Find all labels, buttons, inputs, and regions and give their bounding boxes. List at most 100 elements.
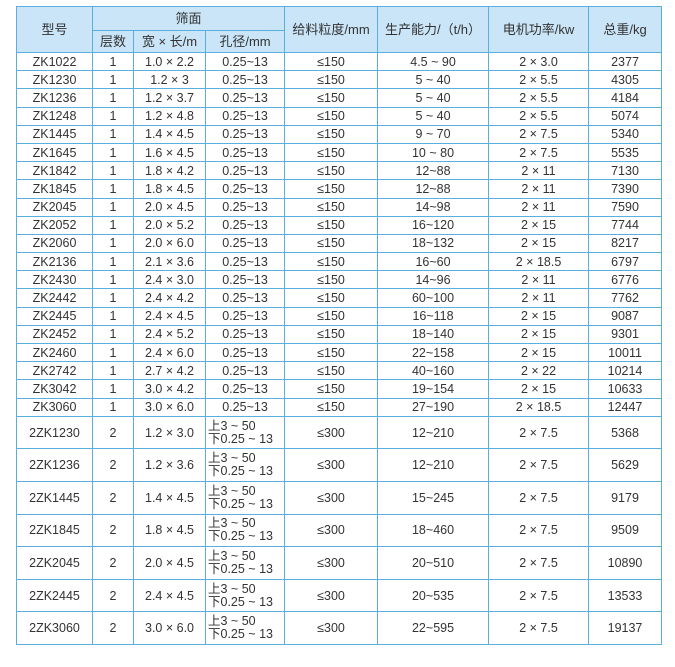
cell-feed-size: ≤150 bbox=[284, 233, 379, 254]
cell-capacity: 22~158 bbox=[377, 342, 490, 363]
cell-aperture: 0.25~13 bbox=[204, 88, 286, 108]
spec-table: 型号 筛面 给料粒度/mm 生产能力/（t/h） 电机功率/kw 总重/kg 层… bbox=[16, 6, 663, 645]
cell-layers: 1 bbox=[92, 51, 134, 72]
cell-feed-size: ≤150 bbox=[284, 70, 379, 90]
cell-layers: 2 bbox=[92, 578, 134, 613]
cell-motor-power: 2 × 11 bbox=[488, 288, 590, 308]
table-row: 2ZK2045 2 2.0 × 4.5 上3 ~ 50 下0.25 ~ 13 ≤300 20… bbox=[16, 546, 663, 580]
cell-feed-size: ≤150 bbox=[284, 324, 379, 345]
cell-capacity: 14~98 bbox=[377, 197, 490, 217]
cell-size: 2.4 × 4.5 bbox=[133, 306, 206, 326]
cell-size: 2.0 × 4.5 bbox=[133, 197, 206, 217]
table-row: ZK2742 1 2.7 × 4.2 0.25~13 ≤150 40~160 2 × 22 1… bbox=[16, 361, 663, 381]
cell-layers: 1 bbox=[92, 342, 134, 363]
table-row: ZK3060 1 3.0 × 6.0 0.25~13 ≤150 27~190 2 × 18.… bbox=[16, 397, 663, 417]
cell-size: 1.8 × 4.5 bbox=[133, 513, 206, 548]
cell-capacity: 27~190 bbox=[377, 397, 490, 417]
cell-size: 2.4 × 4.2 bbox=[133, 288, 206, 308]
cell-weight: 7744 bbox=[588, 215, 663, 235]
cell-layers: 1 bbox=[92, 70, 134, 90]
cell-weight: 12447 bbox=[588, 397, 663, 417]
cell-capacity: 40~160 bbox=[377, 361, 490, 381]
table-row: 2ZK1230 2 1.2 × 3.0 上3 ~ 50 下0.25 ~ 13 ≤300 12… bbox=[16, 415, 663, 450]
cell-model: ZK2430 bbox=[16, 270, 93, 290]
cell-weight: 7390 bbox=[588, 179, 663, 199]
cell-motor-power: 2 × 15 bbox=[488, 342, 590, 363]
cell-aperture: 0.25~13 bbox=[204, 361, 286, 381]
cell-model: ZK1248 bbox=[16, 106, 93, 126]
cell-aperture: 上3 ~ 50 下0.25 ~ 13 bbox=[204, 448, 286, 482]
cell-motor-power: 2 × 7.5 bbox=[488, 611, 590, 645]
cell-capacity: 9 ~ 70 bbox=[377, 124, 490, 144]
cell-feed-size: ≤300 bbox=[284, 415, 379, 450]
cell-weight: 7762 bbox=[588, 288, 663, 308]
cell-layers: 1 bbox=[92, 233, 134, 254]
cell-capacity: 16~118 bbox=[377, 306, 490, 326]
cell-aperture: 0.25~13 bbox=[204, 51, 286, 72]
table-row: 2ZK3060 2 3.0 × 6.0 上3 ~ 50 下0.25 ~ 13 ≤300 22… bbox=[16, 611, 663, 645]
cell-weight: 5340 bbox=[588, 124, 663, 144]
cell-feed-size: ≤150 bbox=[284, 379, 379, 399]
cell-model: ZK2052 bbox=[16, 215, 93, 235]
cell-weight: 9301 bbox=[588, 324, 663, 345]
table-row: ZK2452 1 2.4 × 5.2 0.25~13 ≤150 18~140 2 × 15 9… bbox=[16, 324, 663, 345]
cell-feed-size: ≤150 bbox=[284, 342, 379, 363]
cell-layers: 1 bbox=[92, 397, 134, 417]
cell-feed-size: ≤150 bbox=[284, 106, 379, 126]
cell-capacity: 12~88 bbox=[377, 161, 490, 181]
cell-model: ZK2045 bbox=[16, 197, 93, 217]
lower-aperture: 下0.25 ~ 13 bbox=[208, 431, 273, 446]
cell-layers: 1 bbox=[92, 161, 134, 181]
upper-aperture: 上3 ~ 50 bbox=[208, 483, 256, 498]
upper-aperture: 上3 ~ 50 bbox=[208, 418, 256, 433]
cell-capacity: 18~460 bbox=[377, 513, 490, 548]
cell-motor-power: 2 × 7.5 bbox=[488, 124, 590, 144]
cell-feed-size: ≤150 bbox=[284, 252, 379, 272]
cell-capacity: 19~154 bbox=[377, 379, 490, 399]
cell-layers: 1 bbox=[92, 361, 134, 381]
cell-model: ZK1645 bbox=[16, 142, 93, 163]
cell-size: 1.2 × 3.7 bbox=[133, 88, 206, 108]
cell-feed-size: ≤150 bbox=[284, 215, 379, 235]
cell-weight: 9509 bbox=[588, 513, 663, 548]
cell-feed-size: ≤150 bbox=[284, 88, 379, 108]
cell-size: 1.2 × 3.0 bbox=[133, 415, 206, 450]
cell-layers: 2 bbox=[92, 480, 134, 515]
cell-feed-size: ≤150 bbox=[284, 142, 379, 163]
cell-aperture: 0.25~13 bbox=[204, 270, 286, 290]
cell-weight: 10011 bbox=[588, 342, 663, 363]
cell-size: 1.0 × 2.2 bbox=[133, 51, 206, 72]
cell-aperture: 上3 ~ 50 下0.25 ~ 13 bbox=[204, 415, 286, 450]
cell-weight: 5629 bbox=[588, 448, 663, 482]
cell-motor-power: 2 × 5.5 bbox=[488, 106, 590, 126]
lower-aperture: 下0.25 ~ 13 bbox=[208, 627, 273, 642]
cell-weight: 7130 bbox=[588, 161, 663, 181]
cell-aperture: 0.25~13 bbox=[204, 197, 286, 217]
cell-model: 2ZK1445 bbox=[16, 480, 93, 515]
cell-size: 2.0 × 6.0 bbox=[133, 233, 206, 254]
cell-motor-power: 2 × 11 bbox=[488, 161, 590, 181]
cell-layers: 2 bbox=[92, 513, 134, 548]
cell-weight: 13533 bbox=[588, 578, 663, 613]
cell-motor-power: 2 × 7.5 bbox=[488, 546, 590, 580]
cell-capacity: 22~595 bbox=[377, 611, 490, 645]
header-aperture: 孔径/mm bbox=[204, 30, 286, 53]
cell-weight: 4184 bbox=[588, 88, 663, 108]
table-row: ZK1230 1 1.2 × 3 0.25~13 ≤150 5 ~ 40 2 × 5.5 43… bbox=[16, 70, 663, 90]
cell-model: ZK2742 bbox=[16, 361, 93, 381]
cell-size: 2.4 × 5.2 bbox=[133, 324, 206, 345]
cell-model: ZK1022 bbox=[16, 51, 93, 72]
upper-aperture: 上3 ~ 50 bbox=[208, 614, 256, 629]
cell-aperture: 0.25~13 bbox=[204, 124, 286, 144]
table-row: ZK1236 1 1.2 × 3.7 0.25~13 ≤150 5 ~ 40 2 × 5.5… bbox=[16, 88, 663, 108]
header-model: 型号 bbox=[16, 6, 93, 53]
cell-capacity: 20~535 bbox=[377, 578, 490, 613]
cell-aperture: 0.25~13 bbox=[204, 379, 286, 399]
cell-feed-size: ≤150 bbox=[284, 397, 379, 417]
cell-layers: 1 bbox=[92, 197, 134, 217]
table-row: ZK1845 1 1.8 × 4.5 0.25~13 ≤150 12~88 2 × 11 73… bbox=[16, 179, 663, 199]
cell-layers: 1 bbox=[92, 142, 134, 163]
cell-model: ZK2442 bbox=[16, 288, 93, 308]
cell-layers: 2 bbox=[92, 611, 134, 645]
cell-layers: 1 bbox=[92, 179, 134, 199]
